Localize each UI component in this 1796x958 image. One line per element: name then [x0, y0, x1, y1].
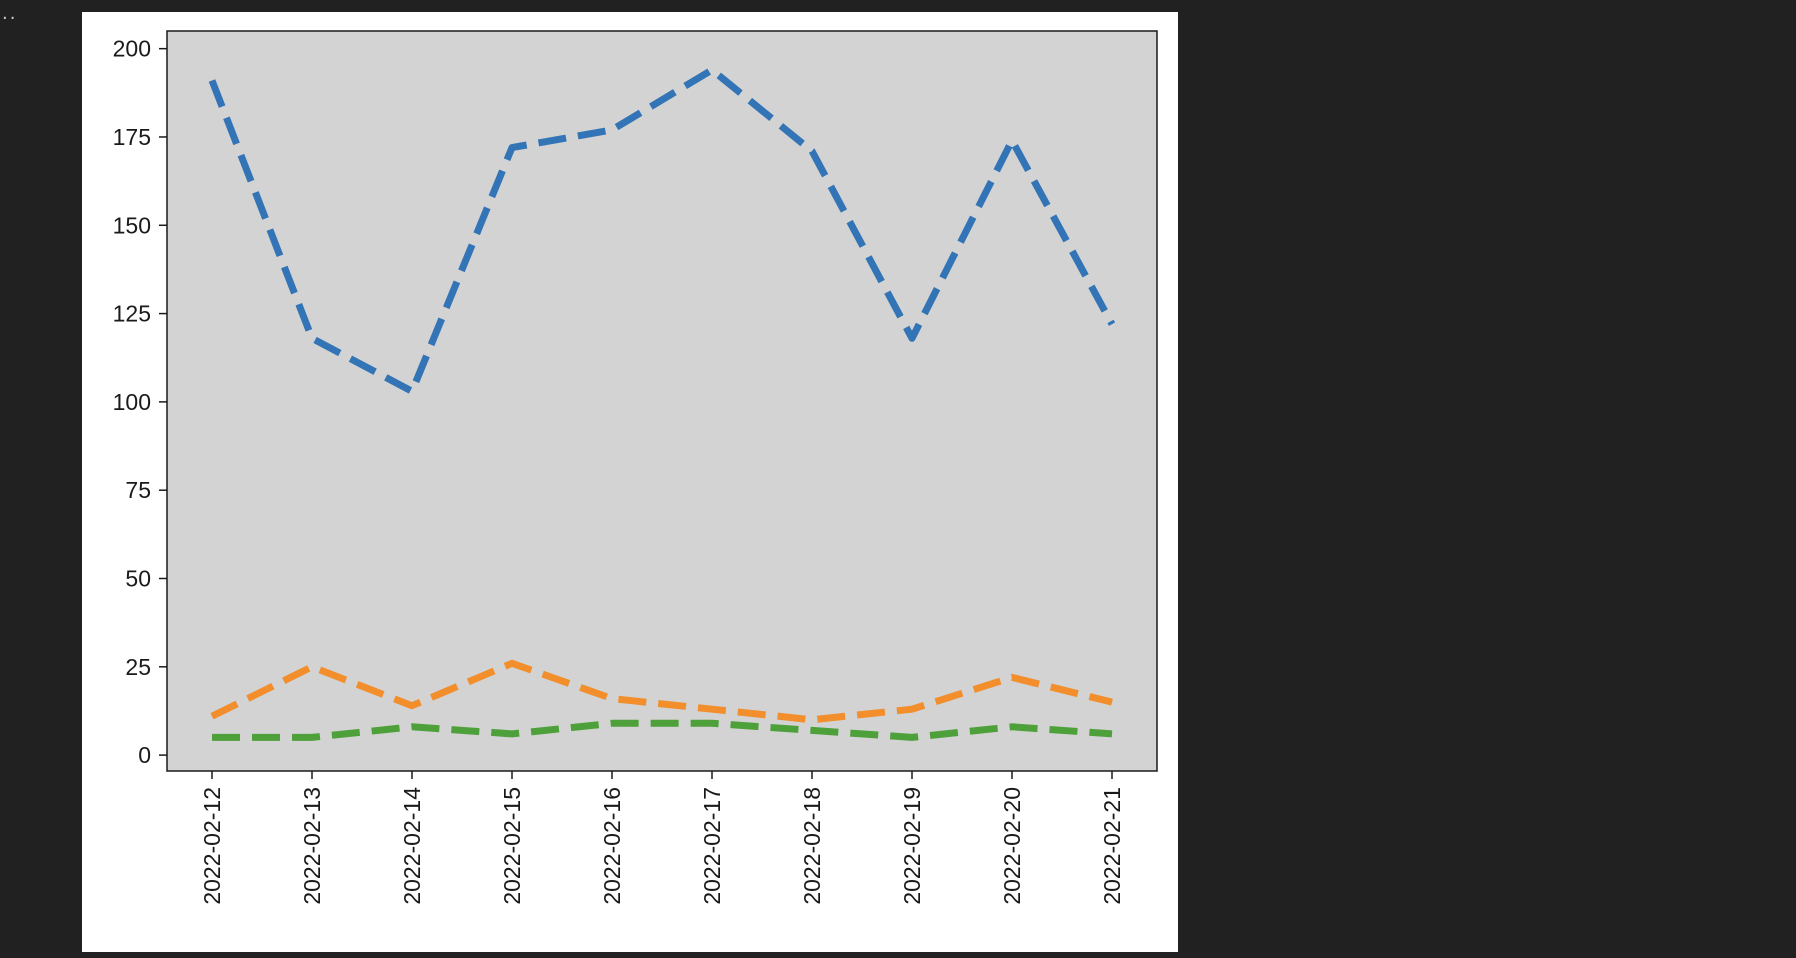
x-tick-label: 2022-02-12	[199, 787, 225, 905]
y-tick-label: 0	[138, 742, 151, 768]
x-tick-label: 2022-02-20	[999, 787, 1025, 905]
collapse-marker[interactable]: ··	[2, 8, 18, 29]
axes-frame	[166, 30, 1158, 772]
x-tick-label: 2022-02-14	[399, 787, 425, 905]
y-tick-label: 175	[113, 124, 151, 150]
y-axis: 0 25 50 75 100 125 150 175 200	[113, 36, 167, 768]
x-tick-label: 2022-02-17	[699, 787, 725, 905]
x-tick-label: 2022-02-18	[799, 787, 825, 905]
figure-canvas: 0 25 50 75 100 125 150 175 200 2022-02-12 2022-02…	[82, 12, 1178, 952]
y-tick-label: 125	[113, 301, 151, 327]
series-line-2	[210, 659, 1113, 724]
y-tick-label: 150	[113, 212, 151, 238]
y-tick-label: 100	[113, 389, 151, 415]
x-tick-label: 2022-02-15	[499, 787, 525, 905]
x-axis: 2022-02-12 2022-02-13 2022-02-14 2022-02-15…	[199, 771, 1125, 905]
series-line-1	[208, 66, 1116, 395]
x-tick-label: 2022-02-16	[599, 787, 625, 905]
y-tick-label: 200	[113, 36, 151, 62]
series-layer	[208, 66, 1116, 741]
x-tick-label: 2022-02-19	[899, 787, 925, 905]
y-tick-label: 75	[125, 477, 151, 503]
x-tick-label: 2022-02-13	[299, 787, 325, 905]
y-tick-label: 50	[125, 565, 151, 591]
plot-area	[167, 31, 1157, 771]
x-tick-label: 2022-02-21	[1099, 787, 1125, 905]
y-tick-label: 25	[125, 654, 151, 680]
series-line-3	[212, 719, 1113, 741]
